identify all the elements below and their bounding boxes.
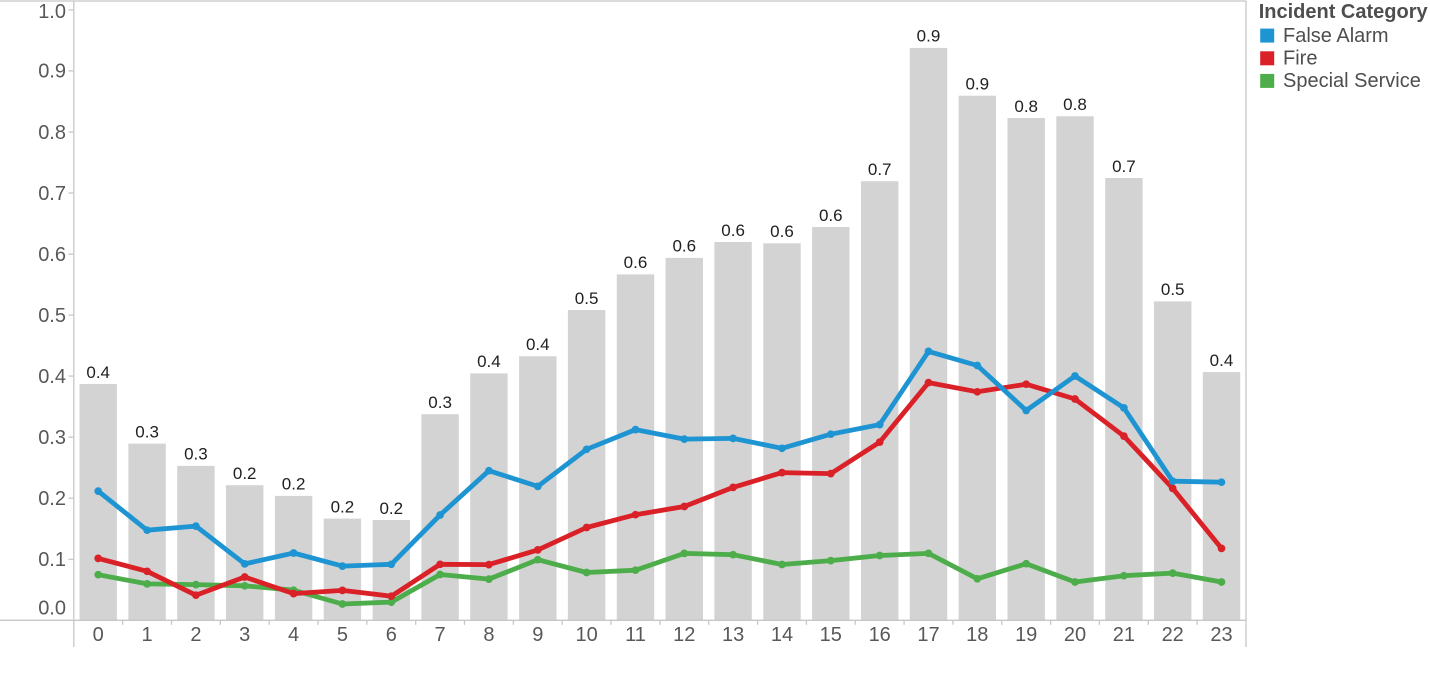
svg-text:4: 4 xyxy=(288,624,299,646)
svg-text:0.5: 0.5 xyxy=(38,305,66,327)
svg-text:0.6: 0.6 xyxy=(672,237,696,256)
svg-text:Fire: Fire xyxy=(1283,48,1317,70)
svg-text:5: 5 xyxy=(337,624,348,646)
svg-text:0.5: 0.5 xyxy=(575,289,599,308)
svg-text:3: 3 xyxy=(239,624,250,646)
svg-text:11: 11 xyxy=(625,624,646,646)
svg-text:9: 9 xyxy=(532,624,543,646)
svg-text:18: 18 xyxy=(966,624,988,646)
svg-text:0.7: 0.7 xyxy=(1112,157,1136,176)
svg-text:23: 23 xyxy=(1210,624,1232,646)
svg-text:12: 12 xyxy=(673,624,695,646)
svg-text:False Alarm: False Alarm xyxy=(1283,25,1389,47)
svg-text:7: 7 xyxy=(435,624,446,646)
svg-text:0.7: 0.7 xyxy=(868,160,892,179)
svg-text:0.8: 0.8 xyxy=(38,122,66,144)
svg-text:0.4: 0.4 xyxy=(1210,351,1234,370)
svg-text:0.4: 0.4 xyxy=(86,363,110,382)
svg-text:22: 22 xyxy=(1162,624,1184,646)
svg-text:0.7: 0.7 xyxy=(38,183,66,205)
svg-text:0.2: 0.2 xyxy=(233,464,257,483)
svg-text:13: 13 xyxy=(722,624,744,646)
svg-text:1.0: 1.0 xyxy=(38,1,66,23)
svg-text:0.2: 0.2 xyxy=(331,497,355,516)
svg-text:6: 6 xyxy=(386,624,397,646)
svg-text:0.3: 0.3 xyxy=(184,445,208,464)
svg-text:0.3: 0.3 xyxy=(428,393,452,412)
svg-text:0.2: 0.2 xyxy=(38,488,66,510)
svg-text:0.6: 0.6 xyxy=(38,244,66,266)
svg-text:0.9: 0.9 xyxy=(965,75,989,94)
svg-text:15: 15 xyxy=(820,624,842,646)
svg-text:0.5: 0.5 xyxy=(1161,280,1185,299)
svg-text:0.2: 0.2 xyxy=(282,475,306,494)
svg-text:0.4: 0.4 xyxy=(526,335,550,354)
svg-text:0.6: 0.6 xyxy=(624,253,648,272)
svg-text:0.6: 0.6 xyxy=(770,222,794,241)
svg-text:2: 2 xyxy=(190,624,201,646)
svg-text:Special Service: Special Service xyxy=(1283,70,1421,92)
svg-text:0.8: 0.8 xyxy=(1063,95,1087,114)
svg-text:21: 21 xyxy=(1113,624,1135,646)
svg-text:17: 17 xyxy=(917,624,939,646)
svg-text:19: 19 xyxy=(1015,624,1037,646)
svg-text:0.2: 0.2 xyxy=(379,499,403,518)
svg-text:14: 14 xyxy=(771,624,793,646)
svg-text:0.6: 0.6 xyxy=(721,221,745,240)
svg-text:Incident Category: Incident Category xyxy=(1259,1,1429,23)
svg-text:0.4: 0.4 xyxy=(38,366,66,388)
svg-text:10: 10 xyxy=(575,624,597,646)
svg-text:0.3: 0.3 xyxy=(135,422,159,441)
svg-text:0.9: 0.9 xyxy=(38,61,66,83)
svg-text:1: 1 xyxy=(142,624,153,646)
svg-text:16: 16 xyxy=(869,624,891,646)
svg-text:20: 20 xyxy=(1064,624,1086,646)
svg-text:0.6: 0.6 xyxy=(819,206,843,225)
svg-text:0.8: 0.8 xyxy=(1014,97,1038,116)
svg-text:8: 8 xyxy=(483,624,494,646)
svg-text:0: 0 xyxy=(93,624,104,646)
svg-text:0.0: 0.0 xyxy=(38,597,66,619)
svg-text:0.4: 0.4 xyxy=(477,352,501,371)
svg-text:0.3: 0.3 xyxy=(38,427,66,449)
svg-text:0.9: 0.9 xyxy=(917,27,941,46)
svg-text:0.1: 0.1 xyxy=(38,549,66,571)
